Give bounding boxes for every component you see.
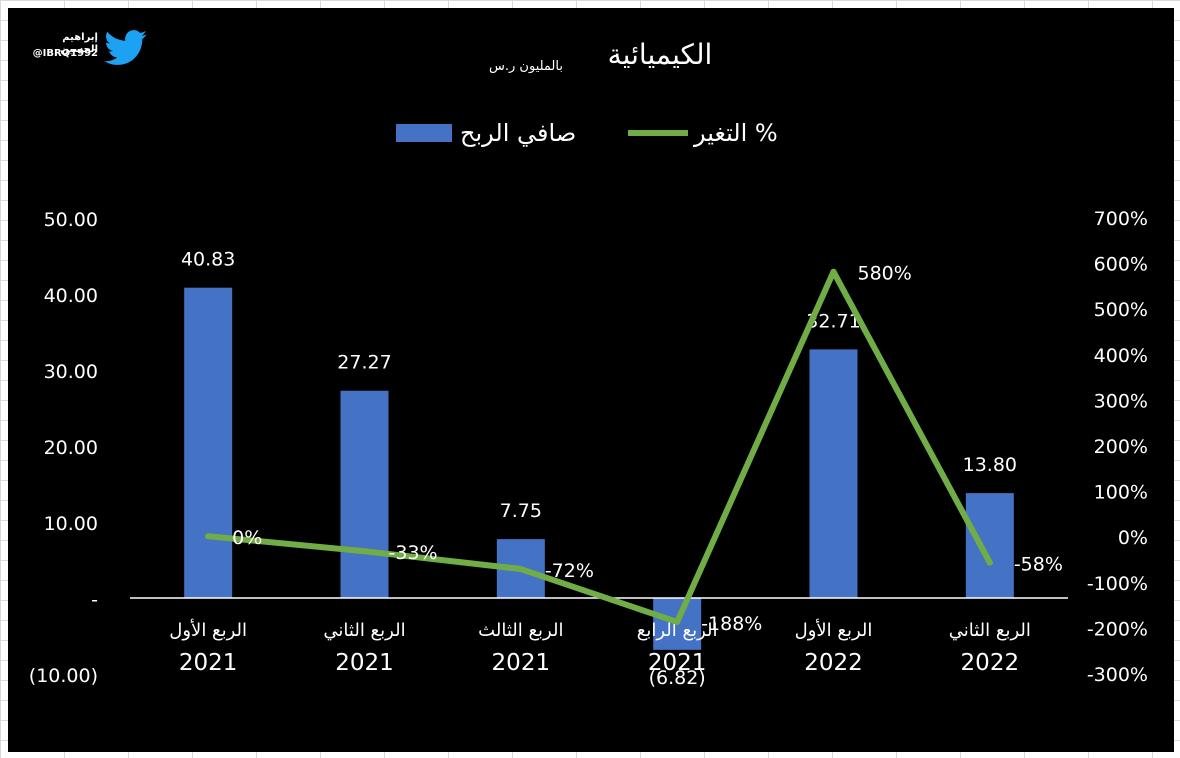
bar-data-label: 32.71	[806, 310, 860, 332]
category-label-quarter: الربع الثاني	[323, 620, 405, 641]
right-axis-tick-label: 200%	[1094, 436, 1148, 458]
legend-bar-swatch	[396, 124, 452, 142]
line-data-label: -33%	[389, 542, 438, 564]
right-axis-tick-label: 0%	[1118, 527, 1148, 549]
bar-data-label: 40.83	[181, 249, 235, 271]
left-axis-tick-label: -	[91, 589, 98, 611]
right-axis-tick-label: 300%	[1094, 390, 1148, 412]
left-axis-tick-label: 30.00	[44, 361, 98, 383]
left-axis-tick-label: (10.00)	[29, 665, 98, 687]
line-point	[361, 548, 368, 555]
bar-data-label: 27.27	[337, 352, 391, 374]
line-point	[517, 566, 524, 573]
right-axis-tick-label: 100%	[1094, 482, 1148, 504]
right-axis-tick-label: 400%	[1094, 345, 1148, 367]
line-point	[674, 618, 681, 625]
right-axis-tick-label: 700%	[1094, 208, 1148, 230]
legend-bar-label: صافي الربح	[460, 119, 576, 147]
left-axis-tick-label: 10.00	[44, 513, 98, 535]
category-label-quarter: الربع الأول	[169, 619, 247, 641]
category-label-year: 2021	[335, 650, 394, 676]
chart-svg: الكيميائية بالمليون ر.س صافي الربح التغير %…	[29, 38, 1148, 689]
right-axis-tick-label: 600%	[1094, 254, 1148, 276]
bar	[965, 493, 1014, 598]
category-label-year: 2022	[961, 650, 1020, 676]
left-axis-tick-label: 50.00	[44, 209, 98, 231]
bar	[809, 349, 858, 598]
right-axis-tick-label: -200%	[1087, 618, 1148, 640]
chart-area: الكيميائية بالمليون ر.س صافي الربح التغير %…	[8, 8, 1174, 752]
chart-subtitle: بالمليون ر.س	[489, 59, 563, 74]
bar-data-label: (6.82)	[649, 667, 706, 689]
category-label-quarter: الربع الثالث	[478, 620, 563, 641]
category-label-quarter: الربع الأول	[795, 619, 873, 641]
line-data-label: -188%	[701, 613, 762, 635]
category-label-year: 2022	[804, 650, 863, 676]
legend-line-label: التغير %	[693, 119, 778, 147]
category-label-year: 2021	[492, 650, 551, 676]
line-data-label: -58%	[1014, 554, 1063, 576]
line-data-label: 0%	[232, 527, 262, 549]
bar-data-label: 7.75	[500, 500, 542, 522]
bar-data-label: 13.80	[963, 454, 1017, 476]
left-axis-tick-label: 40.00	[44, 285, 98, 307]
chart-title: الكيميائية	[608, 38, 713, 71]
right-axis-tick-label: 500%	[1094, 299, 1148, 321]
line-data-label: 580%	[858, 263, 912, 285]
line-point	[830, 268, 837, 275]
line-data-label: -72%	[545, 560, 594, 582]
twitter-bird-icon	[104, 30, 147, 65]
bar	[184, 287, 233, 598]
credit-handle: @IBRQ1992	[32, 48, 98, 59]
category-label-year: 2021	[648, 650, 707, 676]
category-label-quarter: الربع الرابع	[637, 620, 718, 641]
bar	[340, 390, 389, 598]
category-label-quarter: الربع الثاني	[949, 620, 1031, 641]
line-series	[205, 268, 993, 625]
credit-block: إبراهيم الحسين @IBRQ1992	[30, 30, 150, 70]
line-point	[205, 533, 212, 540]
right-axis-tick-label: -300%	[1087, 664, 1148, 686]
category-label-year: 2021	[179, 650, 238, 676]
right-axis-tick-label: -100%	[1087, 573, 1148, 595]
credit-name: إبراهيم الحسين	[60, 32, 98, 55]
line-point	[986, 559, 993, 566]
left-axis-tick-label: 20.00	[44, 437, 98, 459]
